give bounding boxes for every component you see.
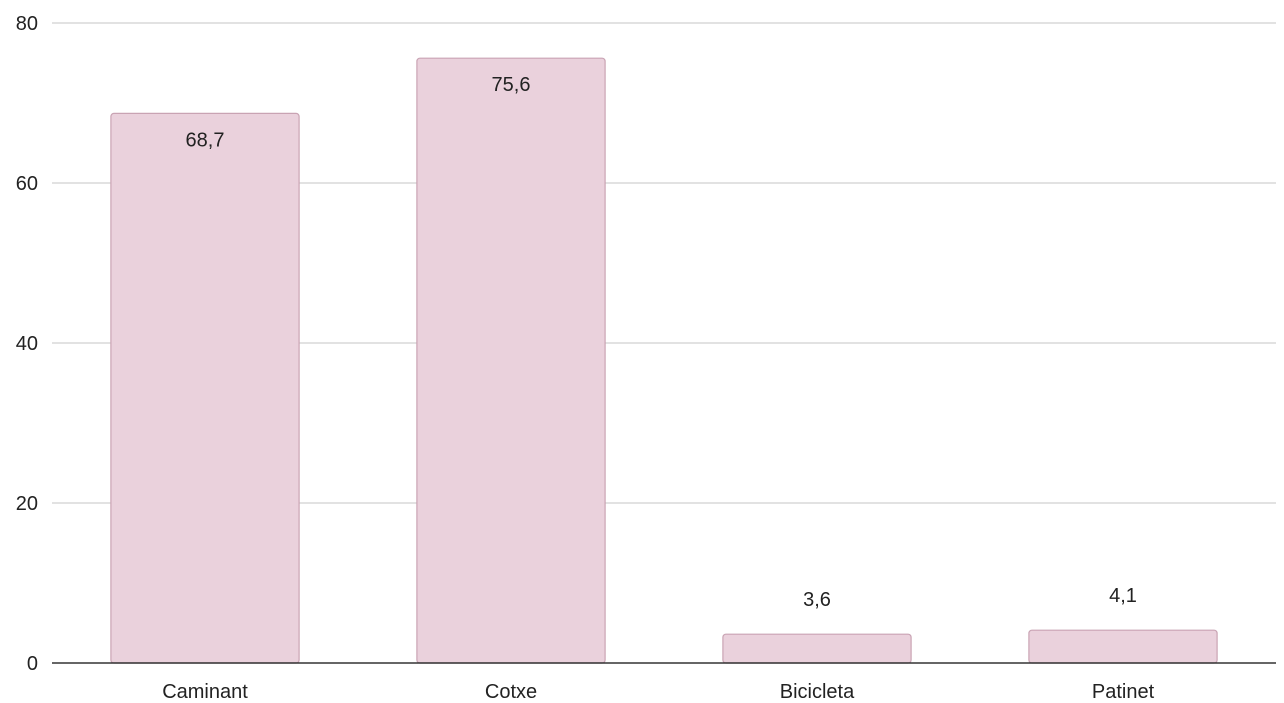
y-tick-label: 80: [16, 13, 38, 35]
y-tick-label: 40: [16, 333, 38, 355]
category-label-cotxe: Cotxe: [485, 681, 537, 703]
data-label-bicicleta: 3,6: [803, 589, 831, 611]
bar-bicicleta: [722, 633, 912, 664]
bar-patinet: [1028, 629, 1218, 664]
category-label-patinet: Patinet: [1092, 681, 1155, 703]
y-tick-label: 0: [27, 653, 38, 675]
bars: [110, 57, 1218, 664]
bar-cotxe: [416, 57, 606, 664]
y-axis-tick-labels: 0 20 40 60 80: [16, 13, 38, 675]
data-label-patinet: 4,1: [1109, 585, 1137, 607]
data-label-caminant: 68,7: [186, 129, 225, 151]
y-tick-label: 20: [16, 493, 38, 515]
category-label-caminant: Caminant: [162, 681, 248, 703]
data-label-cotxe: 75,6: [492, 74, 531, 96]
bar-caminant: [110, 112, 300, 664]
data-labels: 68,7 75,6 3,6 4,1: [186, 74, 1137, 611]
category-label-bicicleta: Bicicleta: [780, 681, 855, 703]
y-tick-label: 60: [16, 173, 38, 195]
x-axis-category-labels: Caminant Cotxe Bicicleta Patinet: [162, 681, 1154, 703]
